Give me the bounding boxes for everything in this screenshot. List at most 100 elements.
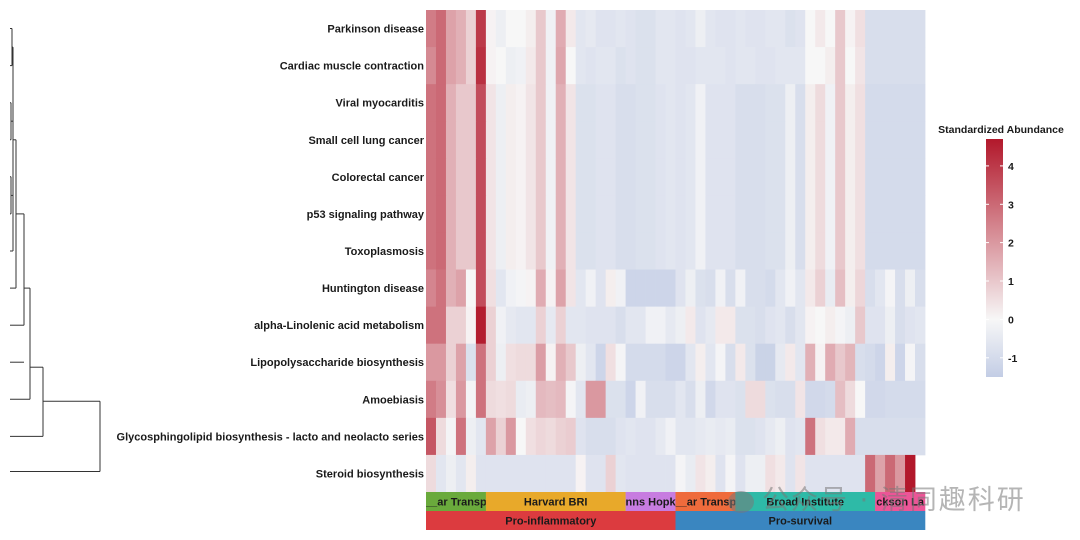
heatmap-cell [715, 10, 726, 48]
heatmap-cell [545, 10, 557, 48]
heatmap-cell [495, 47, 507, 85]
heatmap-cell [685, 454, 696, 493]
heatmap-cell [815, 417, 826, 456]
heatmap-cell [525, 306, 537, 345]
heatmap-cell [565, 343, 577, 382]
heatmap-cell [885, 158, 896, 196]
heatmap-cell [625, 232, 636, 270]
heatmap-cell [685, 343, 696, 382]
heatmap-cell [465, 195, 477, 233]
heatmap-cell [735, 343, 746, 382]
heatmap-cell [765, 47, 776, 85]
heatmap-cell [855, 84, 866, 122]
heatmap-cell [495, 195, 507, 233]
heatmap-cell [905, 10, 916, 48]
heatmap-cell [465, 343, 477, 382]
heatmap-cell [705, 158, 716, 196]
heatmap-cell [765, 195, 776, 233]
heatmap-cell [595, 195, 607, 233]
heatmap-cell [565, 232, 577, 270]
heatmap-cell [505, 454, 517, 493]
heatmap-cell [625, 84, 636, 122]
heatmap-cell [515, 380, 527, 419]
heatmap-cell [515, 343, 527, 382]
heatmap-cell [715, 343, 726, 382]
heatmap-cell [505, 306, 517, 345]
heatmap-cell [805, 380, 816, 419]
heatmap-cell [475, 343, 487, 382]
heatmap-cell [426, 84, 437, 122]
heatmap-cell [815, 343, 826, 382]
heatmap-cell [755, 380, 766, 419]
heatmap-cell [435, 417, 447, 456]
heatmap-cell [705, 10, 716, 48]
legend-tick-label: 2 [1008, 238, 1014, 250]
heatmap-cell [635, 195, 646, 233]
heatmap-cell [575, 306, 587, 345]
heatmap-cell [805, 10, 816, 48]
heatmap-cell [725, 158, 736, 196]
heatmap-cell [735, 232, 746, 270]
watermark-text: 公众号 · 清同趣科研 [762, 485, 1026, 516]
row-label: Parkinson disease [327, 24, 424, 36]
heatmap-cell [625, 269, 636, 308]
heatmap-cell [725, 454, 736, 493]
heatmap-cell [785, 47, 796, 85]
heatmap-cell [635, 454, 646, 493]
heatmap-cell [665, 10, 676, 48]
heatmap-cell [426, 121, 437, 159]
heatmap-cell [645, 10, 656, 48]
row-label: Small cell lung cancer [308, 135, 424, 147]
heatmap-cell [895, 417, 906, 456]
heatmap-cell [795, 343, 806, 382]
heatmap-cell [455, 195, 467, 233]
heatmap-cell [745, 195, 756, 233]
heatmap-cell [815, 121, 826, 159]
heatmap-cell [645, 417, 656, 456]
heatmap-cell [825, 417, 836, 456]
heatmap-cell [795, 195, 806, 233]
heatmap-cell [815, 47, 826, 85]
heatmap-cell [805, 84, 816, 122]
heatmap-cell [545, 454, 557, 493]
heatmap-cell [455, 306, 467, 345]
heatmap-cell [455, 454, 467, 493]
heatmap-cell [555, 158, 567, 196]
heatmap-cell [655, 454, 666, 493]
heatmap-cell [695, 380, 706, 419]
heatmap-cell [865, 454, 876, 493]
heatmap-cell [635, 417, 646, 456]
heatmap-cell [435, 158, 447, 196]
heatmap-cell [705, 306, 716, 345]
heatmap-cell [665, 417, 676, 456]
heatmap-cell [895, 343, 906, 382]
heatmap-cell [895, 380, 906, 419]
heatmap-cell [475, 195, 487, 233]
heatmap-cell [645, 195, 656, 233]
heatmap-cell [585, 84, 597, 122]
heatmap-cell [435, 10, 447, 48]
heatmap-cell [775, 84, 786, 122]
heatmap-cell [535, 380, 547, 419]
heatmap-cell [435, 306, 447, 345]
heatmap-cell [426, 10, 437, 48]
heatmap-cell [426, 417, 437, 456]
heatmap-cell [645, 454, 656, 493]
heatmap-cell [805, 195, 816, 233]
heatmap-cell [685, 417, 696, 456]
heatmap-cell [535, 417, 547, 456]
heatmap-cell [815, 269, 826, 308]
heatmap-cell [695, 195, 706, 233]
heatmap-cell [685, 306, 696, 345]
heatmap-cell [585, 454, 597, 493]
heatmap-cell [655, 10, 666, 48]
legend-colorbar [986, 139, 1003, 377]
heatmap-cell [755, 10, 766, 48]
heatmap-cell [445, 380, 457, 419]
heatmap-cell [685, 232, 696, 270]
heatmap-cell [445, 121, 457, 159]
annotation-label: Broad Institute [766, 497, 844, 509]
heatmap-cell [835, 232, 846, 270]
heatmap-cell [426, 306, 437, 345]
heatmap-cell [805, 454, 816, 493]
